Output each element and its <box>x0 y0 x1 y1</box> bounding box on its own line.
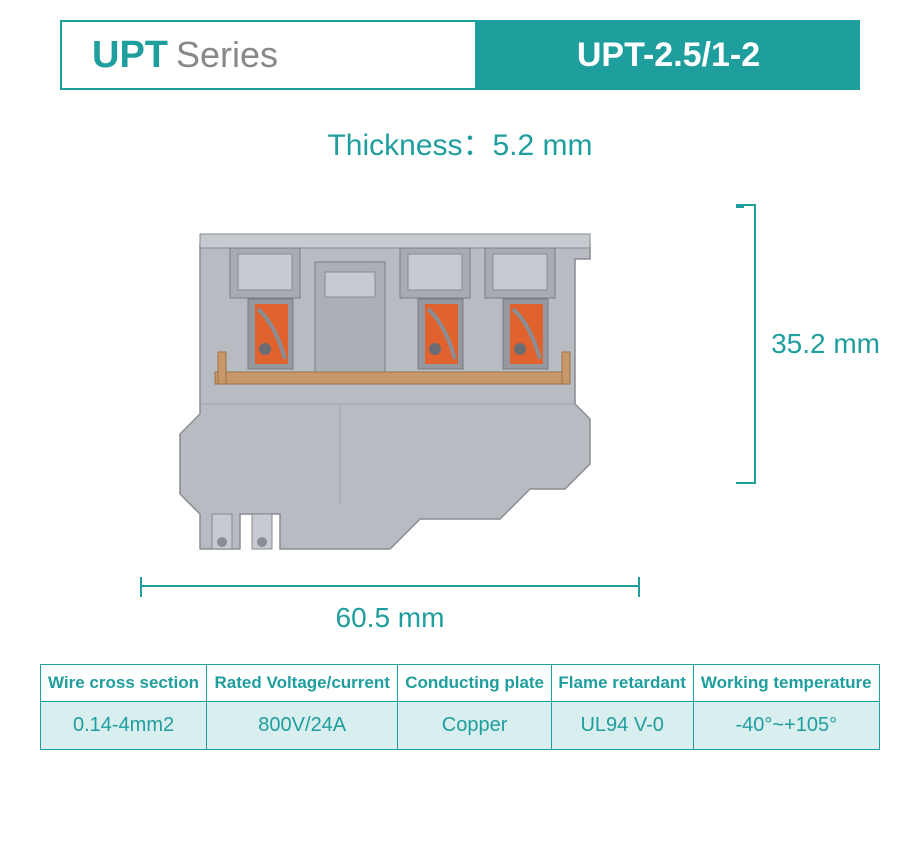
col-header: Conducting plate <box>398 665 551 702</box>
table-header-row: Wire cross section Rated Voltage/current… <box>41 665 880 702</box>
header-bar: UPT Series UPT-2.5/1-2 <box>60 20 860 90</box>
width-bracket-icon <box>140 577 640 597</box>
height-dimension: 35.2 mm <box>736 204 880 484</box>
thickness-label: Thickness：5.2 mm <box>0 120 920 164</box>
brand-text: UPT <box>92 34 168 77</box>
col-header: Wire cross section <box>41 665 207 702</box>
table-cell: 0.14-4mm2 <box>41 702 207 750</box>
col-header: Flame retardant <box>551 665 693 702</box>
spec-table: Wire cross section Rated Voltage/current… <box>40 664 880 750</box>
width-value: 60.5 mm <box>336 602 445 634</box>
col-header: Working temperature <box>693 665 879 702</box>
width-dimension: 60.5 mm <box>140 577 640 634</box>
product-illustration <box>140 204 640 584</box>
model-text: UPT-2.5/1-2 <box>577 36 760 75</box>
header-left: UPT Series <box>60 20 477 90</box>
table-row: 0.14-4mm2 800V/24A Copper UL94 V-0 -40°~… <box>41 702 880 750</box>
table-cell: Copper <box>398 702 551 750</box>
table-cell: -40°~+105° <box>693 702 879 750</box>
header-right: UPT-2.5/1-2 <box>477 20 860 90</box>
table-cell: 800V/24A <box>207 702 398 750</box>
height-bracket-icon <box>736 204 756 484</box>
col-header: Rated Voltage/current <box>207 665 398 702</box>
table-cell: UL94 V-0 <box>551 702 693 750</box>
diagram-area: 35.2 mm 60.5 mm <box>80 184 840 634</box>
height-value: 35.2 mm <box>771 328 880 360</box>
series-text: Series <box>176 34 278 76</box>
